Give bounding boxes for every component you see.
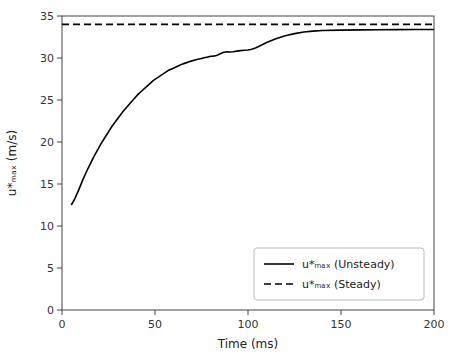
x-tick-label: 0 (59, 318, 66, 331)
legend-box (254, 248, 424, 300)
y-tick-label: 25 (40, 94, 54, 107)
plot-data (62, 24, 434, 205)
x-tick-label: 200 (424, 318, 445, 331)
chart: 0 50 100 150 200 0 5 10 15 20 25 30 35 Time (ms) u*ₘₐₓ… (0, 0, 450, 360)
y-tick-label: 0 (47, 304, 54, 317)
y-tick (57, 100, 62, 101)
plot-frame (62, 16, 434, 310)
x-tick-label: 150 (331, 318, 352, 331)
y-tick (57, 268, 62, 269)
y-tick-label: 35 (40, 10, 54, 23)
legend-swatch (264, 263, 294, 265)
axes: 0 50 100 150 200 0 5 10 15 20 25 30 35 (40, 10, 445, 331)
legend-label: u*ₘₐₓ (Steady) (302, 278, 381, 291)
x-tick (62, 310, 63, 315)
y-tick (57, 184, 62, 185)
x-axis-label: Time (ms) (217, 337, 279, 351)
x-tick (155, 310, 156, 315)
x-tick (248, 310, 249, 315)
y-tick-label: 5 (47, 262, 54, 275)
y-tick (57, 226, 62, 227)
y-tick-label: 30 (40, 52, 54, 65)
x-tick-label: 100 (238, 318, 259, 331)
legend: u*ₘₐₓ (Unsteady) u*ₘₐₓ (Steady) (254, 248, 424, 300)
y-tick-label: 15 (40, 178, 54, 191)
y-tick (57, 16, 62, 17)
x-tick (341, 310, 342, 315)
y-axis-label: u*ₘₐₓ (m/s) (5, 130, 19, 196)
y-tick-label: 20 (40, 136, 54, 149)
steady-line (62, 24, 434, 26)
y-tick (57, 142, 62, 143)
legend-swatch (264, 283, 294, 285)
y-tick (57, 58, 62, 59)
y-tick-label: 10 (40, 220, 54, 233)
legend-label: u*ₘₐₓ (Unsteady) (302, 258, 395, 271)
line-series (71, 29, 434, 205)
x-tick (434, 310, 435, 315)
x-tick-label: 50 (148, 318, 162, 331)
y-tick (57, 310, 62, 311)
